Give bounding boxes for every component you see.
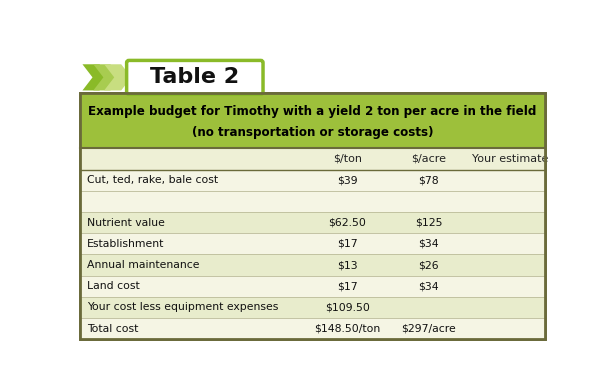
Text: $34: $34 (418, 281, 439, 291)
Bar (80, 170, 545, 191)
Polygon shape (93, 64, 120, 90)
Text: $26: $26 (418, 260, 439, 270)
Text: $/ton: $/ton (333, 154, 362, 164)
Bar (80, 212, 545, 233)
Text: Your cost less equipment expenses: Your cost less equipment expenses (87, 302, 279, 312)
Bar (80, 93, 545, 339)
Text: Cut, ted, rake, bale cost: Cut, ted, rake, bale cost (87, 175, 218, 185)
Text: $/acre: $/acre (411, 154, 447, 164)
Bar (80, 233, 545, 255)
Polygon shape (82, 64, 110, 90)
Bar (80, 275, 545, 297)
Bar (80, 255, 545, 275)
Text: $17: $17 (337, 239, 358, 249)
Text: Nutrient value: Nutrient value (87, 218, 165, 228)
Text: $39: $39 (337, 175, 358, 185)
Text: Example budget for Timothy with a yield 2 ton per acre in the field: Example budget for Timothy with a yield … (88, 104, 537, 118)
Polygon shape (104, 64, 131, 90)
Bar (80, 148, 545, 170)
Bar (80, 191, 545, 212)
Text: $13: $13 (337, 260, 358, 270)
Text: Total cost: Total cost (87, 324, 138, 334)
Text: Table 2: Table 2 (150, 68, 239, 87)
Bar (80, 297, 545, 318)
Text: $125: $125 (415, 218, 443, 228)
Text: $109.50: $109.50 (325, 302, 370, 312)
Bar (80, 93, 545, 339)
Text: $34: $34 (418, 239, 439, 249)
Text: Establishment: Establishment (87, 239, 165, 249)
Text: $78: $78 (418, 175, 439, 185)
Text: $148.50/ton: $148.50/ton (314, 324, 381, 334)
Text: $297/acre: $297/acre (401, 324, 456, 334)
Text: $62.50: $62.50 (329, 218, 367, 228)
Bar (80, 93, 545, 148)
Text: $17: $17 (337, 281, 358, 291)
Text: (no transportation or storage costs): (no transportation or storage costs) (192, 126, 433, 139)
Text: Your estimate: Your estimate (472, 154, 548, 164)
Text: Annual maintenance: Annual maintenance (87, 260, 199, 270)
Text: Land cost: Land cost (87, 281, 140, 291)
FancyBboxPatch shape (127, 61, 263, 94)
Bar (80, 318, 545, 339)
